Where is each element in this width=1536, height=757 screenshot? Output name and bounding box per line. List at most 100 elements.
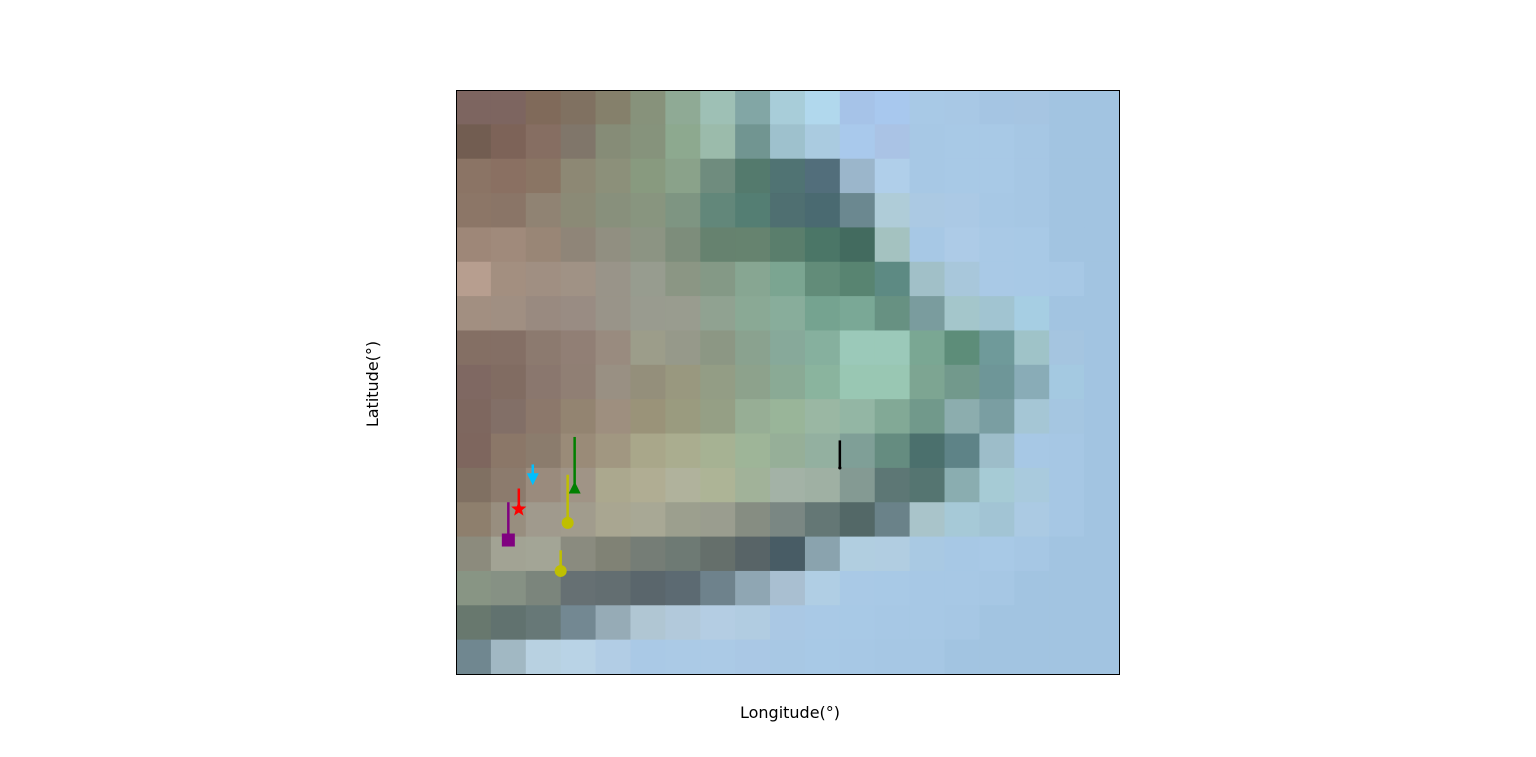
- purple-square-marker: [501, 502, 515, 547]
- raster-cell: [735, 193, 771, 229]
- raster-cell: [490, 124, 527, 160]
- raster-cell: [665, 639, 701, 675]
- raster-cell: [979, 399, 1015, 435]
- raster-cell: [525, 399, 562, 435]
- raster-cell: [979, 124, 1015, 160]
- raster-cell: [1014, 399, 1050, 435]
- raster-cell: [874, 605, 911, 641]
- raster-cell: [874, 330, 911, 366]
- raster-cell: [1014, 296, 1050, 332]
- raster-cell: [804, 467, 841, 503]
- raster-cell: [525, 90, 562, 125]
- raster-cell: [839, 124, 876, 160]
- raster-cell: [735, 158, 771, 194]
- red-star-marker-symbol: [511, 501, 527, 516]
- raster-cell: [630, 330, 666, 366]
- raster-cell: [979, 570, 1015, 606]
- raster-cell: [630, 399, 666, 435]
- olive-circle-marker-2: [554, 550, 567, 577]
- green-triangle-marker-symbol: [568, 481, 581, 494]
- raster-cell: [1049, 536, 1085, 572]
- raster-cell: [700, 330, 736, 366]
- raster-cell: [979, 536, 1015, 572]
- raster-cell: [595, 158, 632, 194]
- raster-cell: [630, 536, 666, 572]
- raster-cell: [595, 639, 632, 675]
- raster-cell: [909, 433, 946, 469]
- raster-cell: [456, 502, 492, 538]
- raster-cell: [735, 296, 771, 332]
- raster-cell: [909, 605, 946, 641]
- raster-cell: [874, 639, 911, 675]
- raster-cell: [1014, 124, 1050, 160]
- raster-cell: [1014, 90, 1050, 125]
- raster-cell: [525, 570, 562, 606]
- raster-cell: [1084, 605, 1120, 641]
- raster-cell: [1049, 330, 1085, 366]
- raster-cell: [839, 364, 876, 400]
- raster-cell: [874, 90, 911, 125]
- raster-cell: [560, 158, 597, 194]
- raster-cell: [525, 296, 562, 332]
- raster-cell: [735, 502, 771, 538]
- raster-cell: [665, 124, 701, 160]
- raster-cell: [1049, 639, 1085, 675]
- raster-cell: [979, 296, 1015, 332]
- raster-cell: [735, 399, 771, 435]
- raster-cell: [944, 296, 981, 332]
- raster-cell: [560, 90, 597, 125]
- raster-cell: [665, 502, 701, 538]
- raster-cell: [804, 330, 841, 366]
- raster-cell: [735, 90, 771, 125]
- raster-cell: [665, 399, 701, 435]
- marker-layer: [501, 436, 842, 577]
- raster-cell: [1049, 467, 1085, 503]
- raster-cell: [735, 124, 771, 160]
- raster-cell: [630, 158, 666, 194]
- raster-cell: [456, 467, 492, 503]
- raster-cell: [770, 193, 806, 229]
- raster-cell: [1049, 227, 1085, 263]
- raster-cell: [909, 467, 946, 503]
- raster-cell: [804, 433, 841, 469]
- raster-cell: [1084, 227, 1120, 263]
- raster-cell: [595, 605, 632, 641]
- raster-cell: [630, 502, 666, 538]
- raster-cell: [595, 433, 632, 469]
- raster-cell: [700, 433, 736, 469]
- raster-cell: [490, 193, 527, 229]
- raster-cell: [1014, 536, 1050, 572]
- raster-cell: [804, 364, 841, 400]
- raster-cell: [804, 227, 841, 263]
- raster-cell: [1084, 330, 1120, 366]
- raster-cell: [874, 261, 911, 297]
- raster-cell: [944, 193, 981, 229]
- y-axis-label: Latitude(°): [363, 341, 382, 427]
- raster-cell: [770, 502, 806, 538]
- raster-cell: [456, 330, 492, 366]
- raster-cell: [909, 296, 946, 332]
- raster-cell: [874, 433, 911, 469]
- raster-cell: [944, 330, 981, 366]
- raster-cell: [456, 261, 492, 297]
- raster-cell: [490, 227, 527, 263]
- raster-cell: [874, 399, 911, 435]
- raster-cell: [630, 193, 666, 229]
- raster-cell: [735, 433, 771, 469]
- raster-cell: [490, 261, 527, 297]
- raster-cell: [944, 467, 981, 503]
- raster-cell: [944, 158, 981, 194]
- raster-cell: [735, 467, 771, 503]
- raster-cell: [1014, 433, 1050, 469]
- raster-cell: [665, 467, 701, 503]
- raster-cell: [839, 399, 876, 435]
- raster-cell: [735, 639, 771, 675]
- raster-cell: [525, 193, 562, 229]
- raster-cell: [1014, 261, 1050, 297]
- raster-cell: [1049, 399, 1085, 435]
- raster-cell: [909, 399, 946, 435]
- raster-grid: [456, 90, 1120, 675]
- plot-frame: [456, 90, 1120, 675]
- raster-cell: [804, 90, 841, 125]
- raster-cell: [560, 124, 597, 160]
